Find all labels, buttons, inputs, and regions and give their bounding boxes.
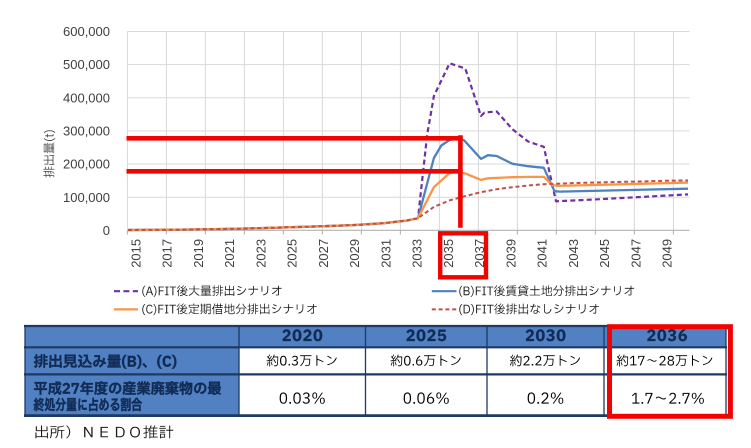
svg-text:2027: 2027 bbox=[316, 239, 331, 268]
svg-text:2031: 2031 bbox=[378, 239, 393, 268]
svg-text:2041: 2041 bbox=[535, 239, 550, 268]
svg-text:300,000: 300,000 bbox=[63, 124, 110, 139]
svg-text:200,000: 200,000 bbox=[63, 157, 110, 172]
svg-text:2049: 2049 bbox=[660, 239, 675, 268]
svg-text:2017: 2017 bbox=[160, 239, 175, 268]
svg-text:600,000: 600,000 bbox=[63, 24, 110, 39]
svg-text:100,000: 100,000 bbox=[63, 190, 110, 205]
svg-text:2015: 2015 bbox=[129, 239, 144, 268]
svg-text:2037: 2037 bbox=[472, 239, 487, 268]
svg-text:400,000: 400,000 bbox=[63, 90, 110, 105]
svg-text:2039: 2039 bbox=[503, 239, 518, 268]
svg-text:500,000: 500,000 bbox=[63, 57, 110, 72]
svg-text:2033: 2033 bbox=[410, 239, 425, 268]
svg-text:2047: 2047 bbox=[628, 239, 643, 268]
svg-text:2023: 2023 bbox=[254, 239, 269, 268]
svg-text:2043: 2043 bbox=[566, 239, 581, 268]
svg-text:0: 0 bbox=[103, 223, 110, 238]
svg-text:2029: 2029 bbox=[347, 239, 362, 268]
svg-text:2019: 2019 bbox=[191, 239, 206, 268]
svg-text:2045: 2045 bbox=[597, 239, 612, 268]
svg-text:2021: 2021 bbox=[222, 239, 237, 268]
svg-text:2035: 2035 bbox=[441, 239, 456, 268]
svg-text:2025: 2025 bbox=[285, 239, 300, 268]
